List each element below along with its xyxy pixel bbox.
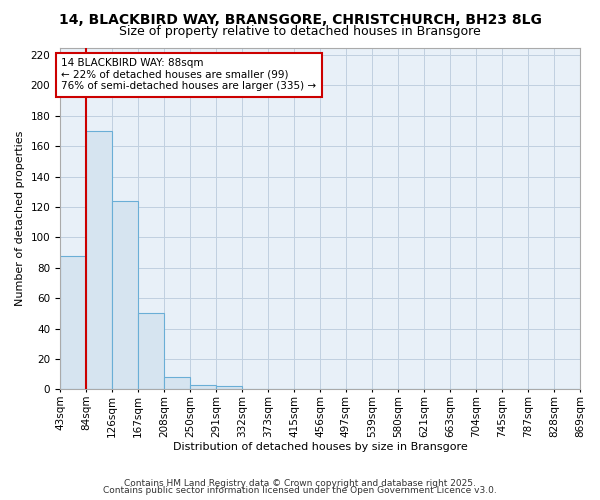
Bar xyxy=(216,386,242,390)
Bar xyxy=(138,314,164,390)
Bar xyxy=(190,384,216,390)
Text: 14, BLACKBIRD WAY, BRANSGORE, CHRISTCHURCH, BH23 8LG: 14, BLACKBIRD WAY, BRANSGORE, CHRISTCHUR… xyxy=(59,12,541,26)
Text: Size of property relative to detached houses in Bransgore: Size of property relative to detached ho… xyxy=(119,25,481,38)
Bar xyxy=(86,131,112,390)
X-axis label: Distribution of detached houses by size in Bransgore: Distribution of detached houses by size … xyxy=(173,442,467,452)
Text: Contains HM Land Registry data © Crown copyright and database right 2025.: Contains HM Land Registry data © Crown c… xyxy=(124,478,476,488)
Text: Contains public sector information licensed under the Open Government Licence v3: Contains public sector information licen… xyxy=(103,486,497,495)
Bar xyxy=(60,256,86,390)
Text: 14 BLACKBIRD WAY: 88sqm
← 22% of detached houses are smaller (99)
76% of semi-de: 14 BLACKBIRD WAY: 88sqm ← 22% of detache… xyxy=(61,58,316,92)
Bar xyxy=(112,201,138,390)
Bar xyxy=(164,377,190,390)
Y-axis label: Number of detached properties: Number of detached properties xyxy=(15,130,25,306)
